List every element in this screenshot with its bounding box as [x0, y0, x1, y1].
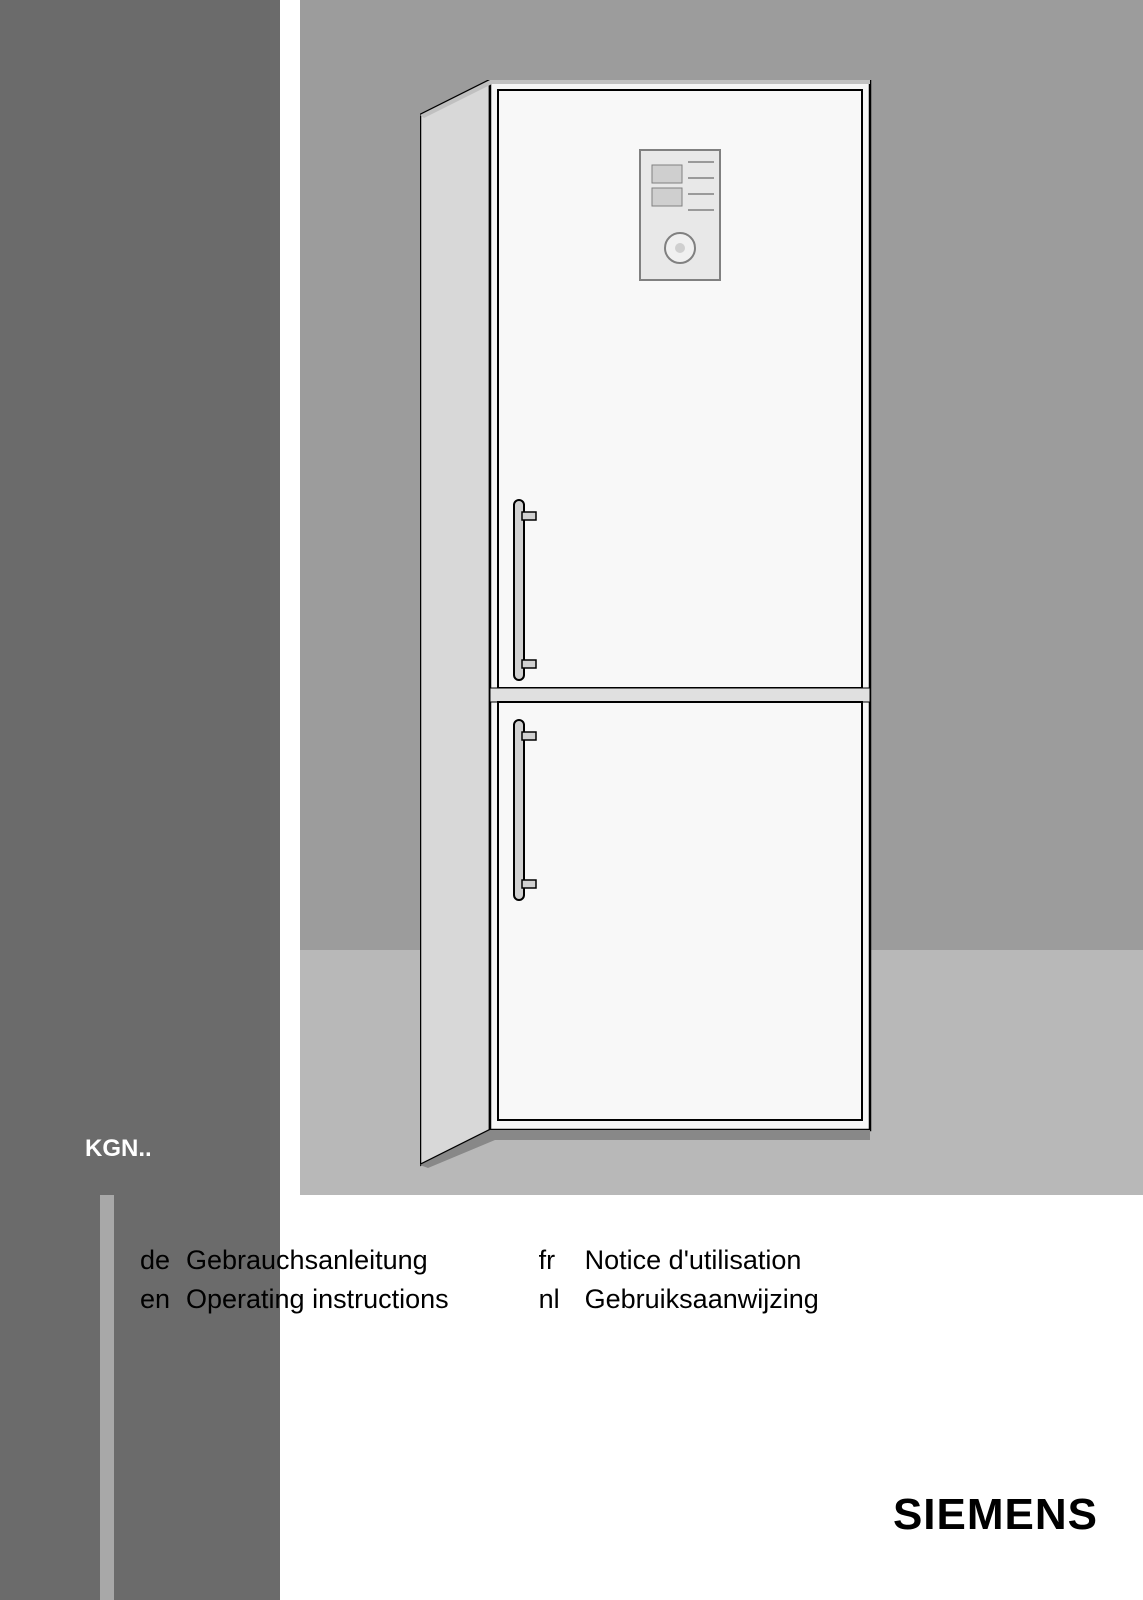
language-column-1: de Gebrauchsanleitung en Operating instr… — [140, 1245, 449, 1315]
lang-code: fr — [539, 1245, 571, 1276]
refrigerator-illustration — [420, 80, 920, 1170]
language-column-2: fr Notice d'utilisation nl Gebruiksaanwi… — [539, 1245, 819, 1315]
lang-entry-en: en Operating instructions — [140, 1284, 449, 1315]
lang-entry-fr: fr Notice d'utilisation — [539, 1245, 819, 1276]
manual-cover-page: KGN.. de Gebrauchsanleitung en Operating… — [0, 0, 1143, 1600]
language-list: de Gebrauchsanleitung en Operating instr… — [140, 1245, 1100, 1315]
lang-entry-de: de Gebrauchsanleitung — [140, 1245, 449, 1276]
lang-code: nl — [539, 1284, 571, 1315]
lang-label: Gebruiksaanwijzing — [585, 1284, 819, 1315]
left-sidebar — [0, 0, 280, 1600]
model-code-label: KGN.. — [85, 1135, 152, 1163]
lang-label: Gebrauchsanleitung — [186, 1245, 428, 1276]
lang-label: Notice d'utilisation — [585, 1245, 802, 1276]
lang-code: en — [140, 1284, 172, 1315]
lang-label: Operating instructions — [186, 1284, 449, 1315]
product-illustration-area — [300, 0, 1143, 1195]
lang-code: de — [140, 1245, 172, 1276]
vertical-accent-bar — [100, 1195, 114, 1600]
lang-entry-nl: nl Gebruiksaanwijzing — [539, 1284, 819, 1315]
brand-logo: SIEMENS — [893, 1490, 1098, 1540]
